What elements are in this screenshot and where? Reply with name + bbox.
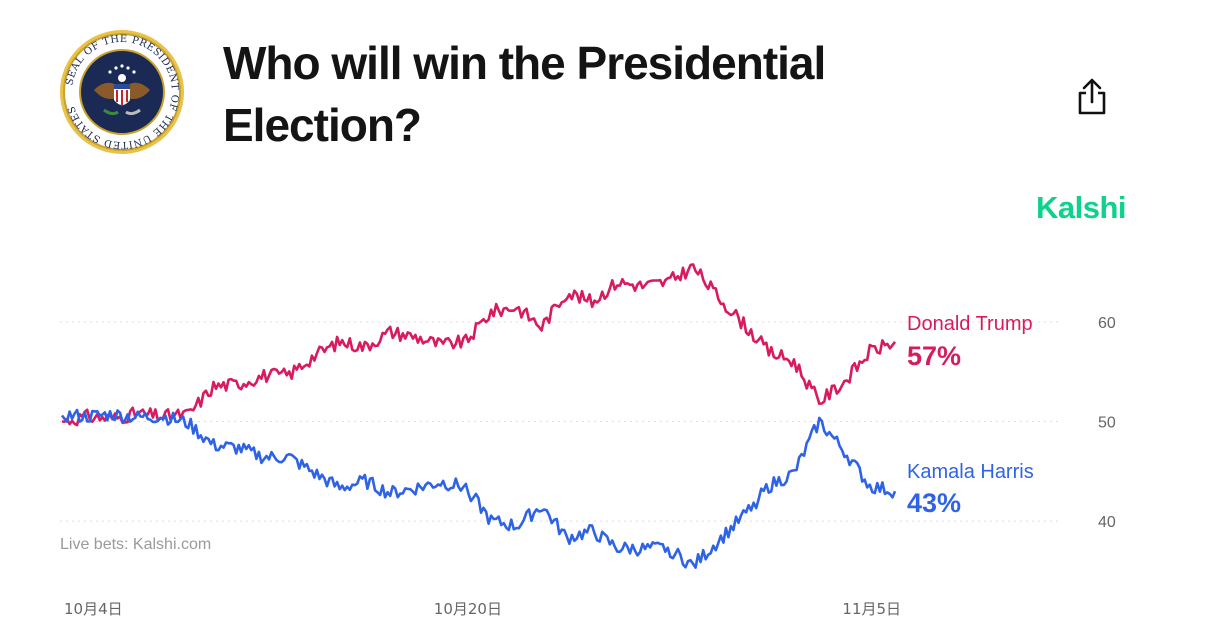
trump-percent: 57% <box>907 341 962 371</box>
y-tick-label: 40 <box>1098 514 1116 531</box>
source-note[interactable]: Live bets: Kalshi.com <box>60 536 212 553</box>
trump-series-line <box>61 263 897 427</box>
x-tick-label: 11月5日 <box>842 600 901 618</box>
trump-label: Donald Trump <box>907 313 1033 335</box>
y-tick-label: 50 <box>1098 415 1116 432</box>
title-line-1: Who will win the Presidential <box>223 37 826 89</box>
share-icon[interactable] <box>1074 78 1110 116</box>
harris-percent: 43% <box>907 488 962 518</box>
presidential-seal-icon: SEAL OF THE PRESIDENT OF THE UNITED STAT… <box>60 30 184 154</box>
harris-series-line <box>60 408 897 569</box>
title-line-2: Election? <box>223 99 422 151</box>
x-tick-label: 10月4日 <box>64 600 123 618</box>
y-tick-label: 60 <box>1098 315 1116 332</box>
kalshi-logo[interactable]: Kalshi <box>1036 190 1127 225</box>
x-tick-label: 10月20日 <box>434 600 502 618</box>
harris-label: Kamala Harris <box>907 461 1034 483</box>
market-title: Who will win the Presidential Election? <box>223 32 826 156</box>
